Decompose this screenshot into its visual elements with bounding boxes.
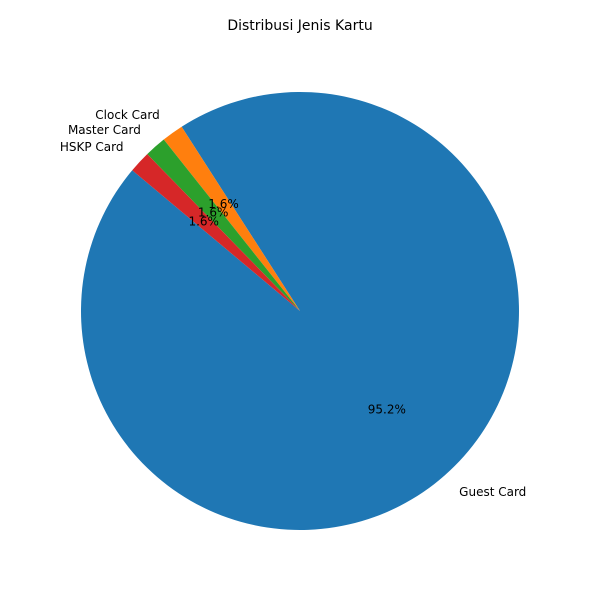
pie-slice-guest-card (80, 92, 519, 531)
slice-percent-master-card: 1.6% (198, 205, 229, 219)
pie-slice-master-card (147, 139, 300, 311)
slice-percent-guest-card: 95.2% (368, 403, 406, 417)
chart-title: Distribusi Jenis Kartu (227, 18, 372, 34)
slice-label-master-card: Master Card (68, 123, 141, 137)
pie-labels: Guest Card 95.2% Clock Card 1.6% Master Card… (60, 108, 526, 499)
pie-slices (80, 92, 519, 531)
slice-percent-clock-card: 1.6% (208, 197, 239, 211)
slice-label-clock-card: Clock Card (95, 108, 160, 122)
slice-label-guest-card: Guest Card (459, 485, 526, 499)
pie-slice-hskp-card (132, 154, 300, 311)
pie-slice-clock-card (163, 126, 300, 311)
slice-label-hskp-card: HSKP Card (60, 140, 124, 154)
slice-percent-hskp-card: 1.6% (188, 215, 219, 229)
